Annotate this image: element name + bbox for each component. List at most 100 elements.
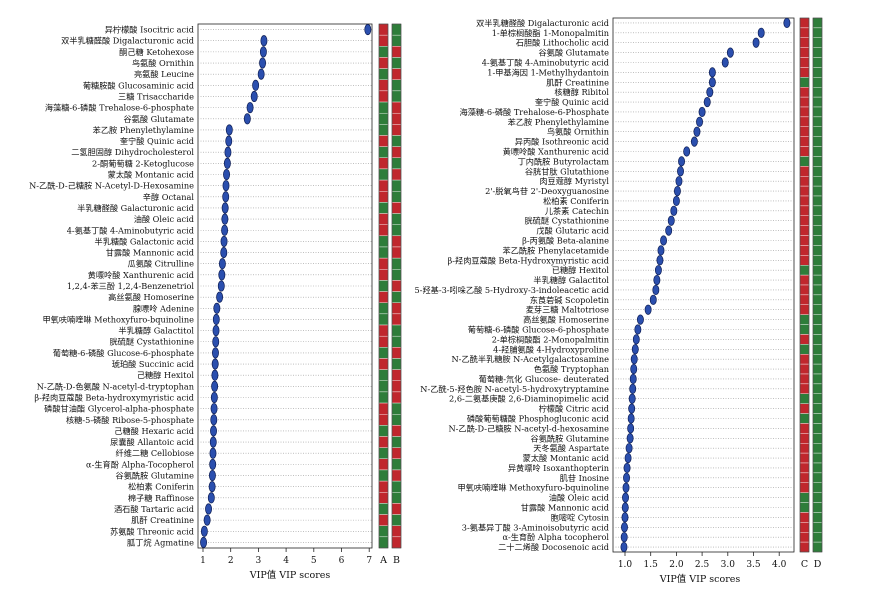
metabolite-label: α-生育酚 Alpha-Tocopherol xyxy=(86,459,194,469)
heatmap-cell xyxy=(391,302,402,315)
heatmap-column-border xyxy=(799,17,810,553)
vip-point xyxy=(672,195,680,207)
heatmap-cell xyxy=(799,532,810,543)
heatmap-cell xyxy=(799,195,810,207)
metabolite-label: 双半乳糖醛酸 Digalacturonic acid xyxy=(476,18,609,28)
metabolite-label: 甘露酸 Mannonic acid xyxy=(106,248,194,258)
vip-point xyxy=(683,146,691,157)
heatmap-cell xyxy=(799,482,810,493)
vip-point xyxy=(636,314,644,325)
vip-point xyxy=(205,503,212,515)
metabolite-label: N-乙酰-D-己糖胺 N-acetyl-d-hexosamine xyxy=(448,423,609,433)
heatmap-cell xyxy=(378,492,389,504)
metabolite-label: N-乙酰-D-己糖胺 N-Acetyl-D-Hexosamine xyxy=(29,181,194,191)
heatmap-cell xyxy=(812,482,823,493)
heatmap-cell xyxy=(391,492,402,504)
vip-point xyxy=(652,284,660,296)
vip-point xyxy=(620,541,628,553)
metabolite-label: 奎宁酸 Quinic acid xyxy=(120,136,194,146)
heatmap-cell xyxy=(799,344,810,355)
metabolite-label: 辛醇 Octanal xyxy=(143,192,195,202)
heatmap-cell xyxy=(812,344,823,355)
vip-point xyxy=(708,67,716,78)
vip-point xyxy=(246,102,254,114)
vip-point xyxy=(211,380,219,392)
vip-point xyxy=(259,57,267,69)
heatmap-cell xyxy=(378,525,389,538)
heatmap-cell xyxy=(812,176,823,187)
vip-point xyxy=(218,258,226,270)
heatmap-cell xyxy=(812,324,823,335)
vip-point xyxy=(207,492,215,504)
heatmap-cell xyxy=(378,202,389,214)
heatmap-cell xyxy=(378,79,389,92)
heatmap-cell xyxy=(799,452,810,464)
x-tick-label: 4.0 xyxy=(772,560,787,570)
heatmap-cell xyxy=(812,205,823,216)
heatmap-cell xyxy=(378,191,389,203)
heatmap-cell xyxy=(391,46,402,58)
heatmap-cell xyxy=(799,87,810,98)
metabolite-label: 1,2,4-苯三酚 1,2,4-Benzenetriol xyxy=(67,281,195,291)
vip-point xyxy=(221,202,229,214)
vip-point xyxy=(625,443,633,454)
metabolite-label: 酒石酸 Tartaric acid xyxy=(114,504,194,514)
heatmap-cell xyxy=(799,96,810,108)
heatmap-cell xyxy=(391,57,402,69)
metabolite-label: 半乳糖醇 Galactitol xyxy=(533,275,609,285)
heatmap-cell xyxy=(812,393,823,404)
heatmap-cell xyxy=(799,443,810,454)
heatmap-cell xyxy=(812,87,823,98)
x-tick-label: 2.0 xyxy=(669,560,684,570)
metabolite-label: 苯乙胺 Phenylethylamine xyxy=(508,117,609,127)
heatmap-cell xyxy=(799,403,810,414)
heatmap-cell xyxy=(391,269,402,281)
vip-point xyxy=(726,47,734,58)
heatmap-cell xyxy=(812,166,823,177)
heatmap-cell xyxy=(799,265,810,276)
heatmap-cell xyxy=(391,536,402,549)
heatmap-cell xyxy=(799,185,810,197)
metabolite-label: 2-酮葡萄糖 2-Ketoglucose xyxy=(92,158,194,168)
heatmap-cell xyxy=(378,402,389,415)
metabolite-label: 儿茶素 Catechin xyxy=(545,206,610,216)
metabolite-label: 谷氨酰胺 Glutamine xyxy=(116,471,195,481)
heatmap-cell xyxy=(378,135,389,147)
heatmap-cell xyxy=(378,335,389,348)
heatmap-cell xyxy=(378,480,389,493)
vip-point xyxy=(252,79,260,91)
heatmap-cell xyxy=(799,235,810,246)
heatmap-cell xyxy=(378,90,389,103)
heatmap-cell xyxy=(391,79,402,92)
heatmap-cell xyxy=(378,414,389,426)
heatmap-cell xyxy=(391,480,402,493)
metabolite-label: 4-羟脯氨酸 4-Hydroxyproline xyxy=(493,344,609,354)
vip-point xyxy=(653,274,661,286)
heatmap-cell xyxy=(799,324,810,335)
metabolite-label: β-羟肉豆蔻酸 Beta-hydroxymyristic acid xyxy=(34,392,194,402)
vip-point xyxy=(212,325,220,337)
heatmap-column-label: C xyxy=(801,559,808,570)
vip-point xyxy=(629,373,637,385)
metabolite-label: 松柏素 Coniferin xyxy=(543,196,610,206)
vip-point xyxy=(665,225,673,236)
vip-point xyxy=(621,522,628,533)
heatmap-cell xyxy=(391,101,402,114)
vip-point xyxy=(628,403,636,414)
heatmap-cell xyxy=(391,391,402,404)
heatmap-cell xyxy=(799,57,810,68)
metabolite-label: 甲氧呋喃喹啉 Methoxyfuro-bquinoline xyxy=(457,483,609,493)
heatmap-cell xyxy=(812,492,823,503)
metabolite-label: 胍丁烷 Agmatine xyxy=(127,537,194,547)
x-axis-label: VIP值 VIP scores xyxy=(249,569,331,581)
heatmap-cell xyxy=(378,112,389,125)
heatmap-cell xyxy=(799,255,810,266)
heatmap-cell xyxy=(812,77,823,88)
vip-point xyxy=(656,255,664,266)
heatmap-cell xyxy=(391,257,402,270)
heatmap-cell xyxy=(812,363,823,375)
heatmap-cell xyxy=(812,274,823,286)
metabolite-label: 尿囊酸 Allantoic acid xyxy=(110,437,194,447)
metabolite-label: 肉豆蔻醇 Myristyl xyxy=(539,176,609,186)
